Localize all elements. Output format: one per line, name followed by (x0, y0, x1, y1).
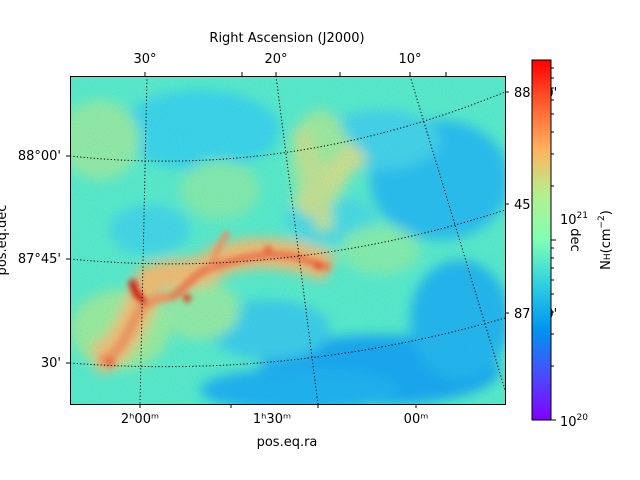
bottom-axis-title: pos.eq.ra (257, 435, 318, 450)
bottom-tick-label: 00ᵐ (404, 412, 429, 427)
bottom-tick-label: 2ʰ00ᵐ (121, 412, 159, 427)
top-tick-label: 10° (398, 52, 421, 67)
left-tick-label: 88°00' (18, 149, 61, 164)
colorbar-label: NH(cm−2) (597, 210, 614, 270)
left-tick-label: 30' (41, 356, 61, 371)
left-axis-title: pos.eq.dec (0, 205, 10, 276)
top-tick-label: 30° (133, 52, 156, 67)
column-density-map (70, 76, 505, 404)
right-axis-title: dec (567, 228, 582, 251)
top-tick-label: 20° (264, 52, 287, 67)
left-tick-label: 87°45' (18, 252, 61, 267)
map-axes (66, 72, 509, 408)
right-tick-label: 45 (514, 198, 531, 213)
colorbar-tick-label: 1021 (560, 211, 588, 228)
top-axis-title: Right Ascension (J2000) (209, 31, 364, 46)
coordinate-grid (70, 76, 505, 404)
bottom-tick-label: 1ʰ30ᵐ (253, 412, 291, 427)
colorbar-tick-label: 1020 (560, 413, 588, 430)
colorbar (531, 59, 556, 421)
